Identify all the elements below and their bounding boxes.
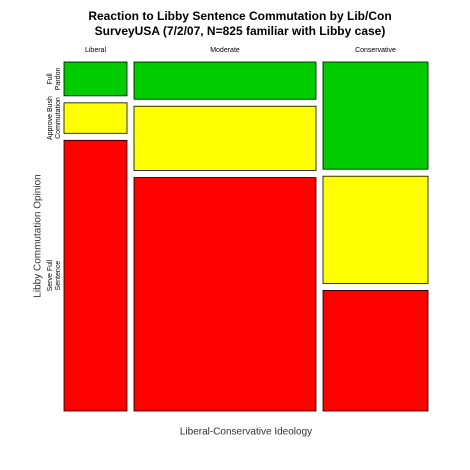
mosaic-cell <box>63 102 128 134</box>
row-label: FullPardon <box>47 68 62 91</box>
x-axis-label: Liberal-Conservative Ideology <box>180 427 312 438</box>
column-label: Liberal <box>85 47 106 54</box>
mosaic-cell <box>133 61 317 100</box>
mosaic-cell <box>322 61 429 170</box>
column-label: Moderate <box>210 47 240 54</box>
mosaic-cell <box>133 105 317 171</box>
row-label: Approve BushCommutation <box>47 96 62 140</box>
y-axis-label: Libby Commutation Opinion <box>33 174 44 297</box>
chart-subtitle: SurveyUSA (7/2/07, N=825 familiar with L… <box>95 24 386 38</box>
mosaic-cell <box>322 175 429 284</box>
chart-title: Reaction to Libby Sentence Commutation b… <box>88 9 391 23</box>
row-label: Serve FullSentence <box>47 259 62 291</box>
column-label: Conservative <box>355 47 396 54</box>
mosaic-cell <box>322 289 429 412</box>
mosaic-cell <box>63 61 128 97</box>
mosaic-cell <box>133 177 317 412</box>
mosaic-cell <box>63 139 128 412</box>
